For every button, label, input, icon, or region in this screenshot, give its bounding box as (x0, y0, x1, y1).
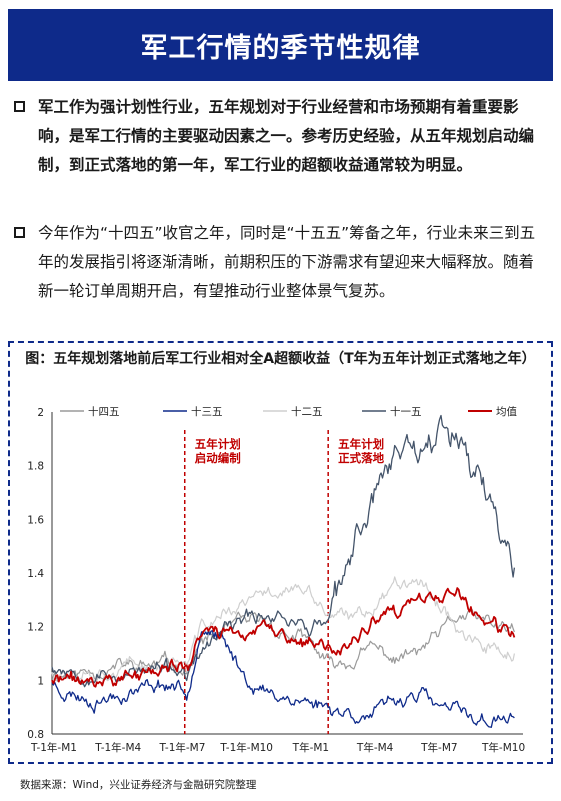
y-tick-label-2: 1.2 (27, 622, 44, 634)
x-tick-label-7: T年-M10 (481, 741, 525, 754)
x-tick-label-4: T年-M1 (292, 741, 329, 754)
bullet-point-2: 今年作为“十四五”收官之年，同时是“十五五”筹备之年，行业未来三到五年的发展指引… (14, 219, 549, 306)
x-tick-label-6: T年-M7 (420, 741, 457, 754)
legend-label-1: 十三五 (191, 405, 223, 418)
x-tick-label-1: T-1年-M4 (94, 741, 141, 754)
y-tick-label-5: 1.8 (27, 461, 44, 473)
y-tick-label-4: 1.6 (27, 514, 44, 526)
legend-label-0: 十四五 (88, 405, 120, 418)
series-line-4 (51, 587, 516, 688)
series-line-2 (51, 576, 515, 683)
line-chart: 0.8 1 1.2 1.4 1.6 1.8 2 T-1年-M1 T-1年-M4 T-1年-M7 T-… (27, 405, 525, 754)
checkbox-square-icon (14, 227, 25, 238)
legend-label-4: 均值 (496, 405, 517, 418)
annotation-label-1-1: 正式落地 (338, 451, 384, 465)
annotation-label-0-1: 启动编制 (195, 451, 241, 465)
source-note: 数据来源：Wind，兴业证券经济与金融研究院整理 (20, 779, 257, 791)
x-tick-label-3: T-1年-M10 (219, 741, 273, 754)
y-tick-label-3: 1.4 (27, 568, 44, 580)
x-tick-label-0: T-1年-M1 (30, 741, 77, 754)
x-tick-label-5: T年-M4 (356, 741, 394, 754)
y-tick-label-1: 1 (37, 675, 44, 687)
series-line-1 (51, 630, 515, 728)
series-line-3 (51, 414, 516, 688)
banner: 军工行情的季节性规律 (8, 9, 553, 81)
bullet-text-2: 今年作为“十四五”收官之年，同时是“十五五”筹备之年，行业未来三到五年的发展指引… (38, 224, 536, 300)
page-title: 军工行情的季节性规律 (140, 32, 421, 64)
legend-label-3: 十一五 (390, 405, 422, 418)
bullet-point-1: 军工作为强计划性行业，五年规划对于行业经营和市场预期有着重要影响，是军工行情的主… (14, 93, 549, 180)
annotation-label-0-0: 五年计划 (195, 437, 241, 451)
series-line-0 (51, 608, 515, 682)
y-tick-label-0: 0.8 (27, 729, 44, 741)
bullet-text-1: 军工作为强计划性行业，五年规划对于行业经营和市场预期有着重要影响，是军工行情的主… (38, 98, 535, 174)
checkbox-square-icon (14, 101, 25, 112)
y-tick-label-6: 2 (37, 407, 44, 419)
legend-label-2: 十二五 (291, 405, 323, 418)
chart-title: 图：五年规划落地前后军工行业相对全A超额收益（T年为五年计划正式落地之年） (25, 351, 536, 367)
chart-frame (8, 341, 553, 764)
x-tick-label-2: T-1年-M7 (158, 741, 205, 754)
annotation-label-1-0: 五年计划 (338, 437, 384, 451)
